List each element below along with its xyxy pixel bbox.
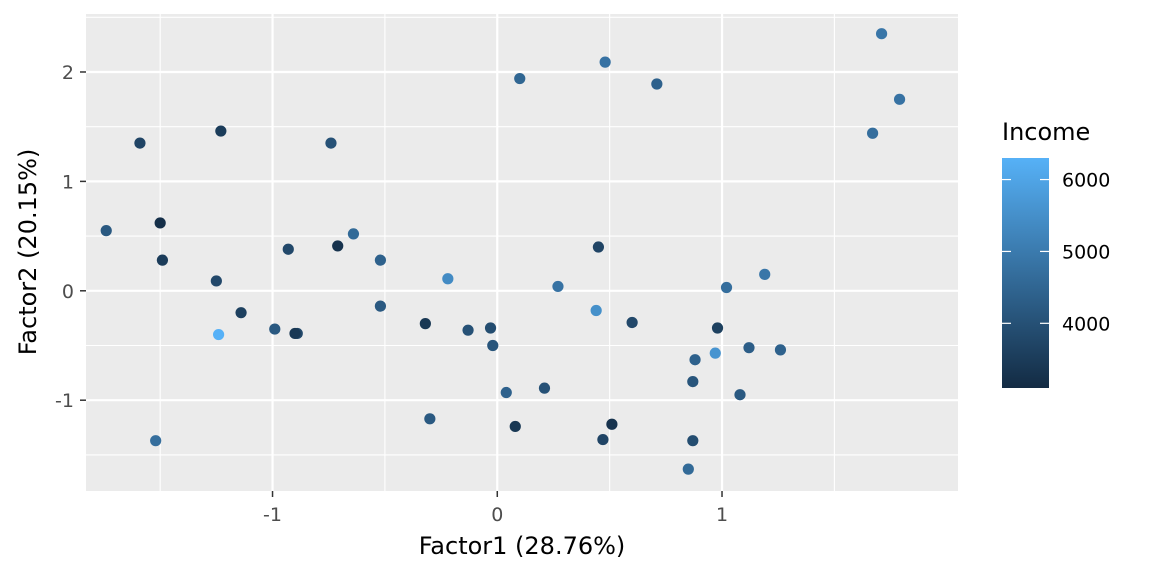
data-point [325, 137, 337, 149]
data-point [269, 323, 281, 335]
data-point [682, 463, 694, 475]
data-point [210, 275, 222, 287]
data-point [442, 273, 454, 285]
data-point [484, 322, 497, 334]
data-point [720, 281, 733, 294]
data-point [687, 435, 699, 447]
y-tick-label: 1 [62, 171, 74, 193]
data-point [774, 344, 787, 356]
y-axis-ticks: -1 0 1 2 [55, 62, 86, 412]
data-point [893, 93, 906, 105]
data-point [215, 125, 227, 137]
data-point [759, 268, 771, 280]
data-point [100, 225, 112, 237]
legend-colorbar [1002, 158, 1049, 388]
legend-tick-label: 4000 [1062, 313, 1110, 335]
data-point [538, 382, 551, 394]
data-point [743, 342, 755, 354]
data-point [212, 328, 225, 341]
data-point [866, 127, 879, 139]
data-point [156, 254, 169, 266]
data-point [711, 322, 724, 334]
data-point [500, 386, 512, 399]
data-point [514, 72, 526, 85]
data-point [734, 389, 746, 401]
data-point [332, 240, 344, 252]
x-axis-ticks: -1 0 1 [263, 491, 728, 526]
data-point [419, 318, 431, 330]
x-tick-label: 0 [491, 504, 503, 526]
data-point [592, 241, 605, 253]
data-point [875, 28, 888, 40]
y-tick-label: 2 [62, 62, 74, 84]
data-point [150, 435, 162, 447]
y-tick-label: -1 [55, 390, 74, 412]
color-legend: Income 4000 5000 6000 [1002, 118, 1110, 388]
data-point [235, 307, 247, 319]
data-point [134, 137, 146, 149]
data-point [374, 254, 387, 266]
data-point [552, 280, 564, 293]
data-point [282, 243, 294, 255]
y-axis-title: Factor2 (20.15%) [14, 149, 42, 356]
data-point [590, 304, 602, 317]
grid-lines [86, 14, 958, 491]
data-point [626, 316, 638, 329]
x-axis-title: Factor1 (28.76%) [419, 532, 626, 560]
data-point [289, 327, 301, 340]
x-tick-label: -1 [263, 504, 282, 526]
data-point [687, 375, 699, 388]
data-point [487, 339, 499, 352]
data-point [509, 420, 521, 433]
legend-tick-label: 6000 [1062, 170, 1110, 192]
plot-panel [86, 14, 958, 491]
data-point [689, 354, 701, 366]
x-tick-label: 1 [716, 504, 728, 526]
legend-tick-label: 5000 [1062, 241, 1110, 263]
data-point [606, 418, 618, 430]
data-point [347, 228, 360, 240]
data-points [100, 28, 906, 475]
legend-ticks: 4000 5000 6000 [1002, 170, 1110, 335]
data-point [597, 433, 609, 446]
data-point [709, 347, 721, 359]
data-point [424, 413, 436, 425]
data-point [599, 56, 611, 68]
data-point [154, 217, 166, 229]
data-point [462, 324, 474, 336]
y-tick-label: 0 [62, 281, 74, 303]
data-point [374, 300, 387, 312]
legend-title: Income [1002, 118, 1090, 146]
data-point [651, 78, 663, 90]
